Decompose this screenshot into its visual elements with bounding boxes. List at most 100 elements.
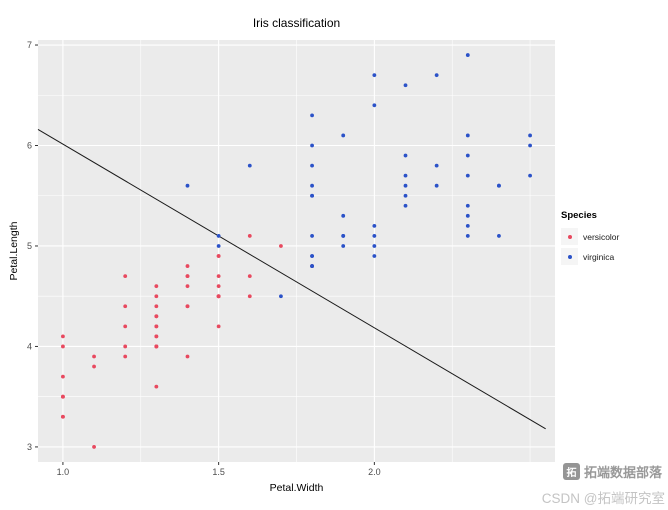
point-virginica: [465, 203, 470, 208]
point-virginica: [372, 244, 377, 248]
point-virginica: [216, 244, 221, 248]
point-virginica: [403, 203, 408, 208]
watermark-csdn: CSDN @拓端研究室: [541, 491, 665, 506]
point-virginica: [403, 183, 408, 188]
legend: Species versicolor virginica: [561, 210, 665, 268]
point-versicolor: [216, 274, 221, 279]
point-virginica: [465, 133, 470, 138]
virginica-dot-icon: [567, 254, 572, 259]
legend-key: [561, 228, 578, 245]
point-versicolor: [154, 384, 159, 389]
point-versicolor: [247, 234, 252, 238]
point-versicolor: [185, 354, 190, 359]
y-tick-label: 6: [27, 141, 32, 151]
point-virginica: [434, 163, 439, 168]
point-virginica: [465, 234, 470, 238]
point-versicolor: [123, 324, 128, 329]
point-versicolor: [247, 274, 252, 279]
point-versicolor: [216, 254, 221, 258]
point-virginica: [403, 83, 408, 88]
point-virginica: [372, 254, 377, 258]
point-versicolor: [216, 284, 221, 289]
point-virginica: [310, 234, 314, 238]
point-versicolor: [154, 344, 159, 349]
point-virginica: [465, 153, 470, 158]
point-virginica: [528, 133, 532, 138]
legend-item-virginica: virginica: [561, 248, 665, 265]
point-virginica: [403, 193, 408, 198]
point-virginica: [528, 143, 532, 148]
chart-title: Iris classification: [252, 16, 341, 30]
point-virginica: [247, 163, 252, 168]
y-axis-label: Petal.Length: [8, 221, 20, 281]
point-versicolor: [185, 274, 190, 279]
legend-label: virginica: [583, 251, 615, 262]
point-versicolor: [92, 364, 96, 369]
point-versicolor: [123, 344, 128, 349]
point-versicolor: [61, 414, 65, 419]
point-virginica: [372, 234, 377, 238]
point-virginica: [341, 234, 346, 238]
point-virginica: [341, 133, 346, 138]
legend-title: Species: [561, 210, 597, 221]
point-virginica: [310, 193, 314, 198]
point-virginica: [434, 183, 439, 188]
point-versicolor: [185, 304, 190, 309]
point-versicolor: [154, 334, 159, 339]
point-virginica: [372, 103, 377, 108]
point-versicolor: [123, 354, 128, 359]
brand-logo-icon: 拓: [562, 463, 580, 480]
decision-boundary-line: [37, 128, 546, 430]
point-virginica: [216, 234, 221, 238]
point-virginica: [465, 173, 470, 178]
point-virginica: [465, 53, 470, 57]
point-virginica: [465, 223, 470, 228]
x-tick-label: 2.0: [368, 467, 381, 477]
point-versicolor: [61, 334, 65, 339]
watermark-brand-text: 拓端数据部落: [583, 465, 662, 480]
point-virginica: [403, 153, 408, 158]
point-virginica: [403, 173, 408, 178]
point-versicolor: [279, 244, 283, 248]
point-virginica: [341, 244, 346, 248]
point-virginica: [465, 213, 470, 218]
point-virginica: [497, 234, 501, 238]
point-versicolor: [123, 274, 128, 279]
point-versicolor: [154, 304, 159, 309]
point-virginica: [341, 213, 346, 218]
point-virginica: [434, 73, 439, 78]
point-virginica: [310, 113, 314, 118]
point-versicolor: [154, 324, 159, 329]
point-virginica: [372, 223, 377, 228]
point-versicolor: [216, 324, 221, 329]
point-virginica: [310, 264, 314, 268]
point-virginica: [279, 294, 283, 299]
point-versicolor: [92, 354, 96, 359]
legend-item-versicolor: versicolor: [561, 228, 665, 245]
point-virginica: [310, 183, 314, 188]
point-virginica: [310, 254, 314, 258]
legend-label: versicolor: [583, 231, 620, 242]
legend-key: [561, 248, 578, 265]
point-versicolor: [216, 294, 221, 299]
point-virginica: [372, 73, 377, 78]
x-tick-label: 1.0: [57, 467, 70, 477]
point-virginica: [497, 183, 501, 188]
point-virginica: [310, 163, 314, 168]
point-versicolor: [185, 284, 190, 289]
point-versicolor: [61, 374, 65, 379]
watermark-brand: 拓 拓端数据部落: [562, 462, 662, 481]
y-tick-label: 5: [27, 241, 32, 251]
point-versicolor: [61, 344, 65, 349]
y-tick-label: 3: [27, 442, 32, 452]
point-virginica: [528, 173, 532, 178]
point-virginica: [310, 143, 314, 148]
point-versicolor: [247, 294, 252, 299]
x-axis-label: Petal.Width: [269, 482, 324, 494]
point-versicolor: [185, 264, 190, 268]
point-versicolor: [92, 445, 96, 449]
point-versicolor: [154, 294, 159, 299]
point-versicolor: [123, 304, 128, 309]
